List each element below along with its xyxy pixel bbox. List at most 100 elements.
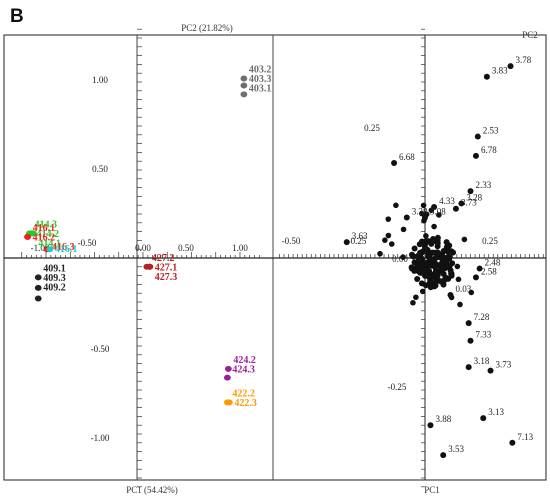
point-label: 409.1 [43,263,66,274]
cluster-point [422,282,429,289]
cluster-point [454,263,461,270]
scatter-point [509,439,516,446]
cluster-point [419,260,426,267]
right-x-axis-title: PC1 [424,485,440,495]
cluster-point [427,284,434,291]
point-label: 3.28 [466,192,482,202]
point-label: 427.1 [155,262,178,273]
cluster-point [437,278,444,285]
point-label: 427.2 [152,253,175,264]
point-label: 424.2 [233,355,256,366]
point-label: 2.33 [476,180,492,190]
cluster-point [416,241,423,248]
cluster-point [430,258,436,265]
point-label: 409.3 [43,273,66,284]
cluster-point [468,289,475,296]
scatter-point [225,399,233,406]
point-label: 414.2 [36,229,59,240]
scatter-point [240,75,248,82]
y-tick-label: -0.50 [91,344,110,354]
cluster-point [447,267,454,274]
cluster-point [423,233,429,239]
scatter-point [343,239,350,246]
point-label: 422.2 [232,388,255,399]
point-label: 416.3 [52,242,75,253]
right-tick-label: -0.25 [348,236,367,246]
cluster-point [385,232,392,239]
cluster-point [427,278,434,285]
cluster-point [410,299,416,306]
cluster-point [400,226,407,233]
point-label: 416.2 [33,232,56,243]
point-label: 414.3 [35,219,58,230]
cluster-point [400,254,406,260]
cluster-point [442,275,449,282]
point-label: 3.88 [435,414,451,424]
scatter-point [476,265,483,272]
cluster-point [427,254,433,261]
scatter-point [403,214,410,221]
point-label: 4.33 [439,196,455,206]
scatter-point [24,233,31,240]
cluster-point [432,268,439,274]
cluster-point [431,223,437,230]
cluster-point [377,250,383,257]
cluster-point [432,279,439,286]
cluster-point [438,265,445,272]
scatter-point [34,274,42,281]
left-y-axis-title: PC2 (21.82%) [181,23,233,33]
scatter-point [440,452,447,459]
point-label: 416.1 [33,223,56,234]
cluster-point [423,272,430,279]
point-label: 403.1 [249,83,272,94]
scatter-point [427,422,434,429]
scatter-point [480,415,487,422]
cluster-point [457,301,463,308]
cluster-point [414,276,421,283]
point-label: 3.08 [430,207,446,217]
point-label: 3.13 [488,407,504,417]
cluster-point [414,264,421,271]
scatter-point [472,274,479,281]
cluster-point [388,241,395,247]
point-label: 7.13 [517,432,533,442]
scatter-point [431,203,438,210]
cluster-point [446,254,453,261]
cluster-point [435,240,441,247]
scatter-point [391,159,398,166]
right-tick-label: -0.50 [282,236,301,246]
y-tick-label: -1.00 [91,433,110,443]
point-label: 422.3 [234,398,257,409]
point-label: 6.78 [481,145,497,155]
right-y-axis-title: PC2 [522,30,538,40]
point-label: 3.63 [352,231,368,241]
right-cluster [377,202,475,308]
scatter-point [487,367,494,374]
point-label: 409.2 [43,282,66,293]
cluster-point [411,245,418,252]
point-label: 3.18 [474,356,490,366]
x-tick-label: -0.50 [78,238,97,248]
point-label: 424.3 [232,364,255,375]
scatter-point [467,188,474,195]
cluster-point [393,202,399,209]
scatter-point [483,73,490,80]
cluster-point [419,288,426,295]
scatter-point [458,200,465,207]
scatter-point [29,230,37,237]
cluster-point [418,249,425,256]
cluster-point [446,242,453,249]
left-axis-ticks [21,28,260,488]
cluster-point [430,236,437,243]
y-tick-label: 1.00 [92,75,108,85]
cluster-point [408,264,415,271]
scatter-point [507,63,514,70]
point-label: 3.53 [448,444,464,454]
point-label: 403.2 [249,64,272,75]
cluster-point [418,269,424,275]
point-label: 427.3 [155,272,178,283]
scatter-point [472,152,479,159]
cluster-point [436,212,442,218]
point-label: 2.58 [481,266,497,276]
right-tick-label: -0.25 [388,382,407,392]
